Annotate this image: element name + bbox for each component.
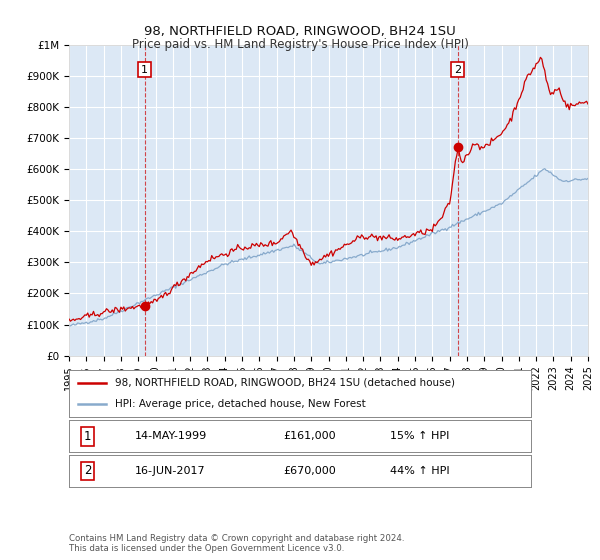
Text: 16-JUN-2017: 16-JUN-2017 [136, 466, 206, 476]
Text: 2: 2 [454, 64, 461, 74]
Text: £161,000: £161,000 [283, 431, 335, 441]
Text: 14-MAY-1999: 14-MAY-1999 [134, 431, 207, 441]
Text: 1: 1 [141, 64, 148, 74]
Text: Contains HM Land Registry data © Crown copyright and database right 2024.
This d: Contains HM Land Registry data © Crown c… [69, 534, 404, 553]
Text: HPI: Average price, detached house, New Forest: HPI: Average price, detached house, New … [115, 399, 366, 409]
Text: 44% ↑ HPI: 44% ↑ HPI [391, 466, 450, 476]
Text: 98, NORTHFIELD ROAD, RINGWOOD, BH24 1SU (detached house): 98, NORTHFIELD ROAD, RINGWOOD, BH24 1SU … [115, 378, 455, 388]
Text: £670,000: £670,000 [283, 466, 335, 476]
Text: 2: 2 [84, 464, 91, 478]
Text: 98, NORTHFIELD ROAD, RINGWOOD, BH24 1SU: 98, NORTHFIELD ROAD, RINGWOOD, BH24 1SU [144, 25, 456, 38]
Text: Price paid vs. HM Land Registry's House Price Index (HPI): Price paid vs. HM Land Registry's House … [131, 38, 469, 50]
Text: 1: 1 [84, 430, 91, 443]
Text: 15% ↑ HPI: 15% ↑ HPI [391, 431, 450, 441]
